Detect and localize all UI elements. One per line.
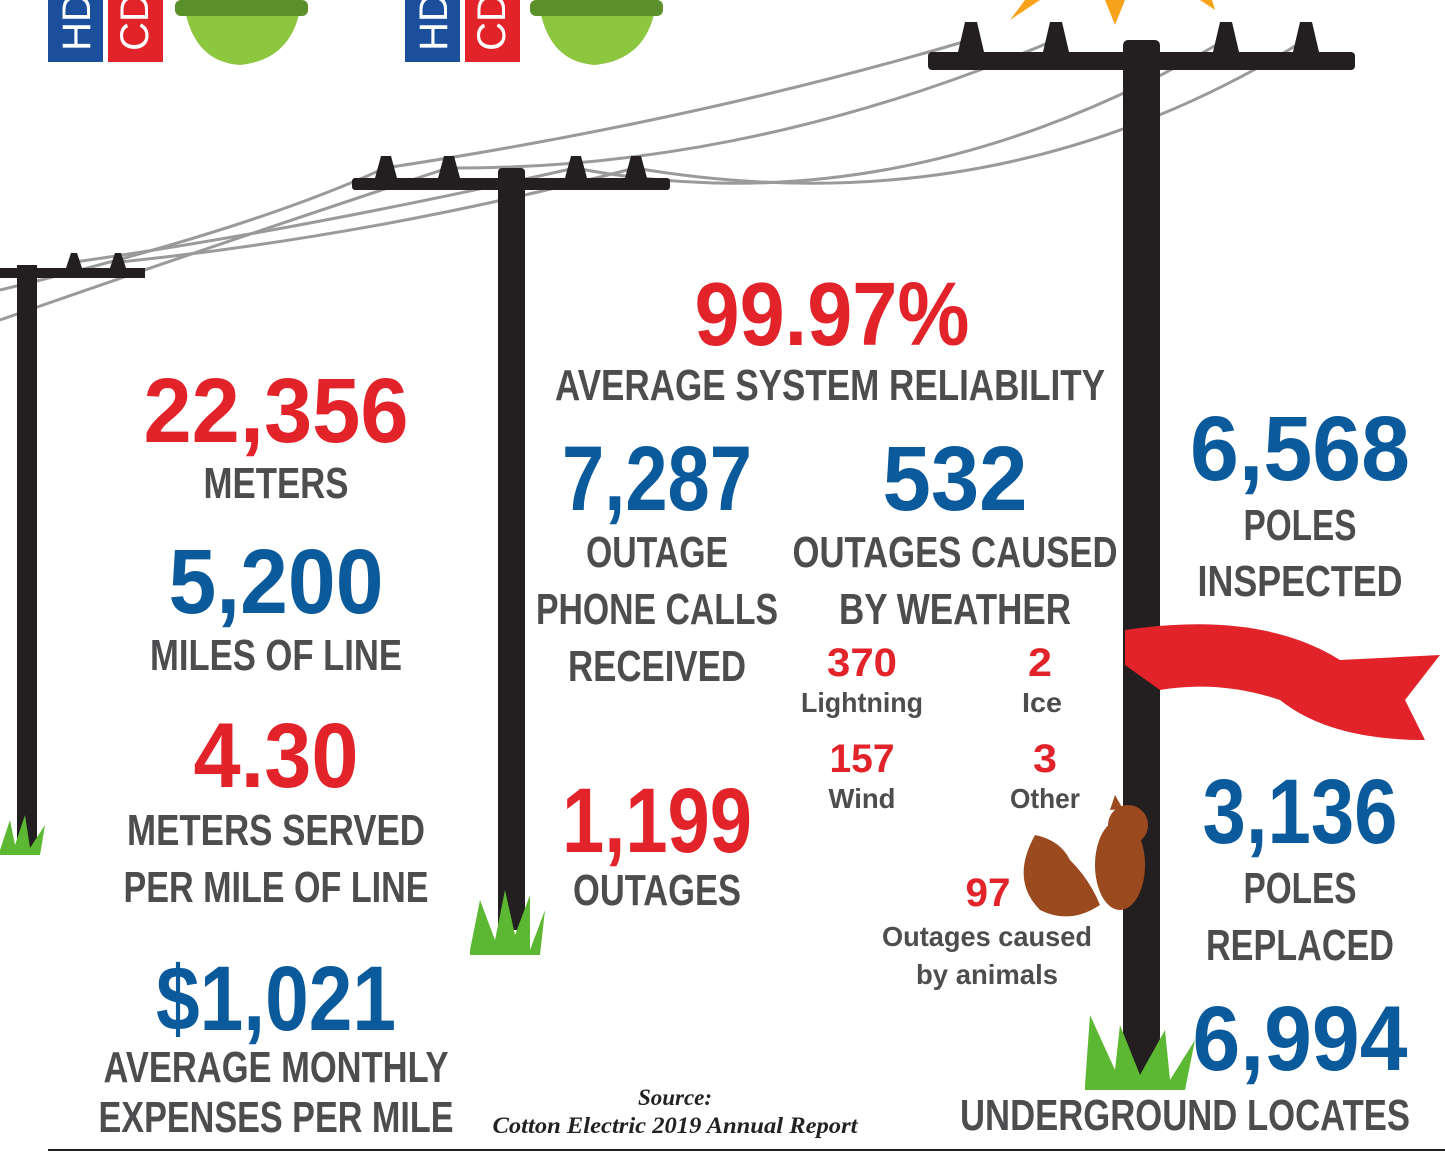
badge-text: CD: [113, 0, 157, 51]
weather-label: Ice: [1022, 687, 1062, 718]
stat-label: METERS SERVED: [127, 806, 425, 855]
weather-label: Lightning: [801, 687, 923, 718]
stat-value: 22,356: [144, 360, 409, 462]
stat-label: PER MILE OF LINE: [124, 863, 429, 912]
weather-label: Wind: [829, 783, 896, 814]
stat-value: 532: [883, 428, 1028, 530]
stat-value: 3,136: [1203, 761, 1398, 863]
stat-label: BY WEATHER: [839, 585, 1071, 634]
weather-value: 2: [1028, 641, 1052, 685]
weather-value: 3: [1033, 737, 1057, 781]
source-heading: Source:: [638, 1085, 712, 1110]
weather-label: Other: [1010, 783, 1080, 814]
badge-text: CD: [470, 0, 514, 51]
squirrel: [1023, 795, 1148, 917]
badge: HD CD: [48, 0, 308, 65]
stat-value: 97: [966, 871, 1011, 915]
stat-label: AVERAGE SYSTEM RELIABILITY: [555, 361, 1105, 410]
stat-label: POLES: [1244, 864, 1357, 913]
stat-label: RECEIVED: [568, 642, 746, 691]
badge-text: HD: [412, 0, 456, 51]
stat-value: 7,287: [562, 428, 752, 530]
weather-value: 370: [827, 641, 897, 685]
source-text: Cotton Electric 2019 Annual Report: [493, 1113, 859, 1138]
grass: [0, 815, 1195, 1090]
stat-label: POLES: [1244, 501, 1357, 550]
stat-value: 5,200: [169, 531, 384, 633]
ribbon: [1125, 624, 1440, 740]
stat-label: METERS: [204, 459, 349, 508]
stat-label: INSPECTED: [1198, 557, 1403, 606]
stat-label: REPLACED: [1206, 921, 1394, 970]
stat-value: 1,199: [562, 770, 752, 872]
stat-label: OUTAGES: [573, 866, 741, 915]
stat-value: 6,994: [1193, 988, 1408, 1090]
stat-label: OUTAGE: [586, 528, 728, 577]
stat-label: by animals: [916, 959, 1058, 990]
stat-label: MILES OF LINE: [150, 631, 402, 680]
weather-value: 157: [830, 737, 895, 781]
stats: 99.97% AVERAGE SYSTEM RELIABILITY 22,356…: [99, 265, 1411, 1142]
stat-label: EXPENSES PER MILE: [99, 1093, 454, 1142]
stat-label: PHONE CALLS: [536, 585, 778, 634]
sun: [1010, 0, 1215, 25]
poles: [0, 22, 1355, 1075]
stat-label: UNDERGROUND LOCATES: [960, 1091, 1410, 1140]
stat-label: OUTAGES CAUSED: [793, 528, 1118, 577]
stat-value: $1,021: [156, 948, 396, 1050]
badge: HD CD: [405, 0, 663, 65]
stat-label: AVERAGE MONTHLY: [104, 1043, 449, 1092]
stat-value: 99.97%: [695, 265, 970, 365]
stat-value: 6,568: [1190, 398, 1410, 500]
stat-label: Outages caused: [882, 921, 1092, 952]
badge-text: HD: [55, 0, 99, 51]
stat-value: 4.30: [194, 705, 359, 807]
